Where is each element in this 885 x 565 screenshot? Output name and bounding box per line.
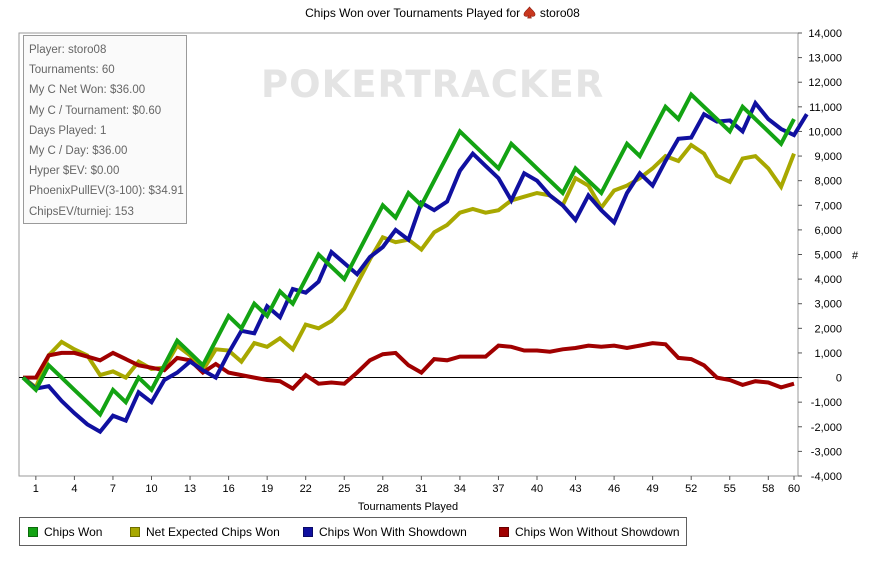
- x-tick-label: 52: [685, 483, 697, 495]
- stat-line: Player: storo08: [29, 44, 107, 56]
- y-tick-label: 1,000: [814, 348, 842, 360]
- x-tick-label: 10: [145, 483, 157, 495]
- chart-title: Chips Won over Tournaments Played for st…: [0, 6, 885, 20]
- x-tick-label: 4: [71, 483, 77, 495]
- y-tick-label: 13,000: [808, 53, 842, 65]
- x-tick-label: 34: [454, 483, 466, 495]
- y-tick-label: 8,000: [814, 176, 842, 188]
- legend-swatch: [303, 526, 313, 537]
- y-tick-label: 4,000: [814, 274, 842, 286]
- legend-swatch: [499, 526, 509, 537]
- x-axis-label: Tournaments Played: [358, 501, 458, 513]
- spade-icon: [524, 6, 536, 19]
- y-tick-label: 2,000: [814, 323, 842, 335]
- chart-title-player: storo08: [539, 6, 580, 20]
- x-tick-label: 25: [338, 483, 350, 495]
- x-tick-label: 40: [531, 483, 543, 495]
- stat-line: ChipsEV/turniej: 153: [29, 205, 134, 218]
- chart-title-text: Chips Won over Tournaments Played for: [305, 6, 521, 20]
- x-tick-label: 28: [377, 483, 389, 495]
- y-axis: -4,000 -3,000 -2,000 -1,000 0 1,000 2,000 3,000…: [798, 28, 842, 483]
- legend-swatch: [28, 526, 38, 537]
- y-tick-label: 7,000: [814, 200, 842, 212]
- legend: Chips Won Net Expected Chips Won Chips Won…: [19, 517, 687, 546]
- x-axis: 1 4 7 10 13 16 19 22 25 28 31 34 37 40 43 46 49 52 55 58 60: [33, 476, 800, 495]
- x-tick-label: 1: [33, 483, 39, 495]
- x-tick-label: 43: [569, 483, 581, 495]
- x-tick-label: 46: [608, 483, 620, 495]
- x-tick-label: 55: [724, 483, 736, 495]
- y-tick-label: 10,000: [808, 126, 842, 138]
- y-tick-label: 11,000: [809, 102, 842, 114]
- series-line-chips-won-without-showdown: [23, 341, 795, 392]
- legend-item[interactable]: Chips Won: [28, 525, 102, 539]
- y-tick-label: 14,000: [808, 28, 842, 40]
- y-tick-label: -2,000: [811, 422, 842, 434]
- y-tick-label: 12,000: [808, 77, 842, 89]
- legend-item[interactable]: Chips Won Without Showdown: [499, 525, 680, 539]
- legend-swatch: [130, 526, 140, 537]
- legend-item[interactable]: Net Expected Chips Won: [130, 525, 280, 539]
- x-tick-label: 60: [788, 483, 800, 495]
- legend-label: Chips Won With Showdown: [319, 524, 467, 539]
- stat-line: PhoenixPullEV(3-100): $34.91: [29, 185, 184, 198]
- stat-line: Tournaments: 60: [29, 64, 115, 77]
- x-tick-label: 37: [492, 483, 504, 495]
- y-tick-label: 3,000: [814, 299, 842, 311]
- x-tick-label: 58: [762, 483, 774, 495]
- x-tick-label: 13: [184, 483, 196, 495]
- legend-label: Net Expected Chips Won: [146, 524, 280, 539]
- x-tick-label: 7: [110, 483, 116, 495]
- series-line-chips-won-with-showdown: [21, 99, 809, 435]
- x-tick-label: 19: [261, 483, 273, 495]
- y-tick-label: -3,000: [811, 446, 842, 458]
- x-tick-label: 49: [647, 483, 659, 495]
- stat-line: My C Net Won: $36.00: [29, 84, 146, 97]
- y-tick-label: 6,000: [814, 225, 842, 237]
- x-tick-label: 16: [222, 483, 234, 495]
- x-tick-label: 31: [415, 483, 427, 495]
- y-tick-label: 5,000: [814, 250, 842, 262]
- legend-label: Chips Won Without Showdown: [515, 524, 680, 539]
- watermark-text: POKERTRACKER: [261, 63, 604, 106]
- stat-line: Hyper $EV: $0.00: [29, 165, 120, 178]
- series-lines: [21, 91, 809, 435]
- y-tick-label: -4,000: [811, 471, 842, 483]
- stat-line: Days Played: 1: [29, 124, 107, 137]
- y-axis-label: #: [852, 250, 859, 262]
- y-tick-label: 9,000: [814, 151, 842, 163]
- series-line-chips-won: [21, 91, 796, 418]
- stat-line: My C / Day: $36.00: [29, 145, 128, 158]
- x-tick-label: 22: [300, 483, 312, 495]
- y-tick-label: 0: [836, 373, 842, 385]
- legend-item[interactable]: Chips Won With Showdown: [303, 525, 467, 539]
- legend-label: Chips Won: [44, 524, 103, 539]
- stat-line: My C / Tournament: $0.60: [29, 104, 162, 117]
- stats-panel: Player: storo08 Tournaments: 60 My C Net W…: [23, 35, 187, 224]
- y-tick-label: -1,000: [811, 397, 842, 409]
